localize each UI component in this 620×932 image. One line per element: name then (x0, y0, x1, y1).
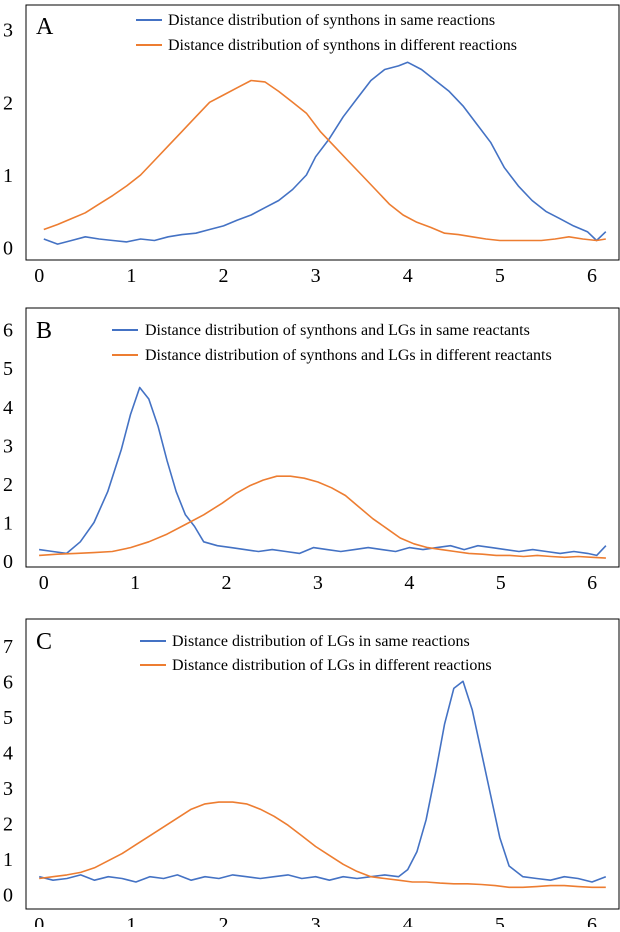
y-tick-label: 0 (3, 238, 13, 260)
panel-label: B (36, 318, 52, 344)
x-tick-label: 4 (403, 265, 413, 287)
x-tick-label: 6 (587, 265, 597, 287)
y-tick-label: 3 (3, 435, 13, 457)
x-tick-label: 1 (130, 572, 140, 594)
y-tick-label: 0 (3, 551, 13, 573)
chart-panel-a: A 0 1 2 3 4 5 6 0 1 2 3 Distance distribution of syn… (3, 4, 620, 287)
series-line-different (39, 801, 606, 889)
x-tick-label: 4 (403, 914, 413, 927)
y-tick-label: 0 (3, 884, 13, 906)
y-tick-label: 6 (3, 320, 13, 342)
y-tick-label: 4 (3, 397, 13, 419)
x-tick-label: 6 (587, 572, 597, 594)
legend-entry-different: Distance distribution of synthons in dif… (168, 37, 517, 54)
legend-entry-different: Distance distribution of synthons and LG… (145, 347, 552, 364)
plot-frame (25, 307, 620, 568)
y-tick-label: 2 (3, 474, 13, 496)
series-line-same (43, 61, 607, 245)
legend-entry-different: Distance distribution of LGs in differen… (172, 657, 492, 674)
y-tick-label: 7 (3, 636, 13, 658)
x-tick-label: 0 (39, 572, 49, 594)
legend-entry-same: Distance distribution of LGs in same rea… (172, 633, 470, 650)
y-tick-label: 5 (3, 707, 13, 729)
y-tick-label: 4 (3, 742, 13, 764)
x-tick-label: 3 (311, 914, 321, 927)
x-tick-label: 1 (126, 914, 136, 927)
x-tick-label: 0 (34, 265, 44, 287)
legend-entry-same: Distance distribution of synthons in sam… (168, 12, 495, 29)
panel-label: C (36, 629, 52, 655)
y-tick-label: 2 (3, 813, 13, 835)
panel-label: A (36, 14, 54, 40)
y-tick-label: 1 (3, 165, 13, 187)
y-tick-label: 3 (3, 20, 13, 42)
x-tick-label: 5 (495, 265, 505, 287)
y-tick-label: 2 (3, 92, 13, 114)
y-tick-label: 5 (3, 358, 13, 380)
x-tick-label: 0 (34, 914, 44, 927)
x-tick-label: 1 (126, 265, 136, 287)
x-tick-label: 2 (218, 265, 228, 287)
x-tick-label: 2 (222, 572, 232, 594)
series-line-different (39, 475, 606, 559)
series-line-same (39, 680, 607, 883)
plot-frame (25, 4, 620, 261)
chart-panel-b: B 0 1 2 3 4 5 6 0 1 2 3 4 5 6 Distance distribution of … (3, 307, 620, 594)
x-tick-label: 2 (218, 914, 228, 927)
x-tick-label: 5 (496, 572, 506, 594)
x-tick-label: 5 (495, 914, 505, 927)
x-tick-label: 4 (404, 572, 414, 594)
y-tick-label: 1 (3, 513, 13, 535)
legend-entry-same: Distance distribution of synthons and LG… (145, 322, 530, 339)
series-line-same (38, 386, 607, 557)
chart-panel-c: C 0 1 2 3 4 5 6 0 1 2 3 4 5 6 7 Distance distribution of… (3, 618, 620, 932)
y-tick-label: 6 (3, 671, 13, 693)
y-tick-label: 3 (3, 778, 13, 800)
x-tick-label: 6 (587, 914, 597, 927)
series-line-different (43, 79, 606, 242)
y-tick-label: 1 (3, 849, 13, 871)
x-tick-label: 3 (311, 265, 321, 287)
plot-frame (25, 618, 620, 910)
x-tick-label: 3 (313, 572, 323, 594)
